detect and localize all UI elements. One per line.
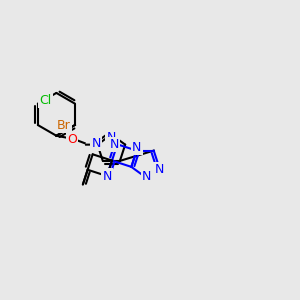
- Text: N: N: [110, 138, 119, 151]
- Text: N: N: [132, 140, 141, 154]
- Text: N: N: [142, 170, 152, 183]
- Text: O: O: [67, 133, 77, 146]
- Text: N: N: [107, 131, 116, 144]
- Text: N: N: [154, 163, 164, 176]
- Text: N: N: [102, 169, 112, 182]
- Text: N: N: [91, 136, 101, 150]
- Text: Br: Br: [57, 118, 70, 131]
- Text: Cl: Cl: [39, 94, 51, 107]
